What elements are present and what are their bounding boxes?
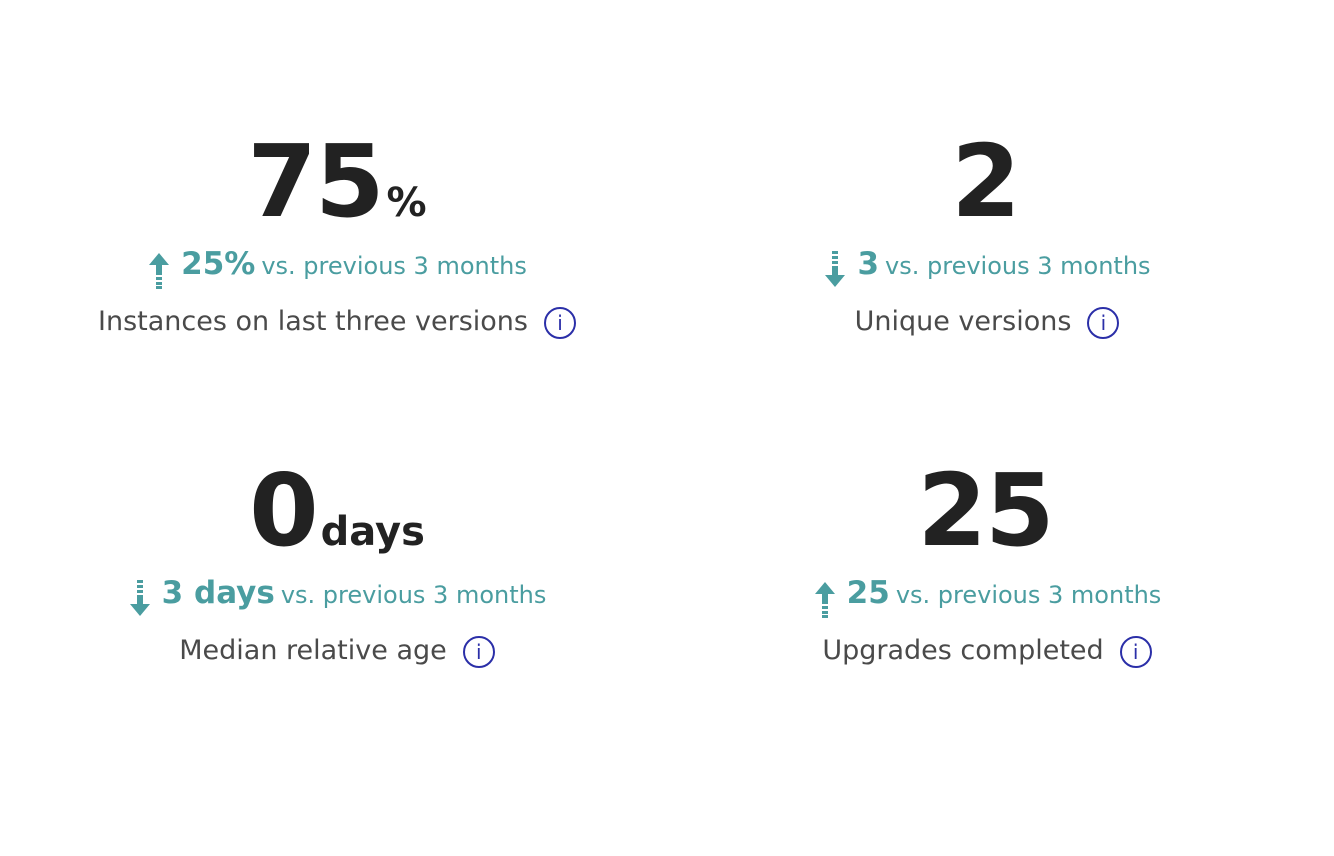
arrow-up-icon bbox=[149, 252, 170, 289]
metric-card-upgrades-completed: 25 25 vs. previous 3 months Upgrades comp… bbox=[667, 457, 1307, 671]
metric-label: Instances on last three versions i bbox=[17, 302, 657, 342]
metric-number: 25 bbox=[917, 452, 1054, 569]
metric-number: 75 bbox=[247, 123, 384, 240]
info-icon[interactable]: i bbox=[1119, 635, 1152, 668]
delta-value: 25 bbox=[846, 575, 890, 611]
metric-label: Upgrades completed i bbox=[667, 631, 1307, 671]
metric-delta: 25 vs. previous 3 months bbox=[667, 573, 1307, 618]
metric-unit: % bbox=[386, 180, 427, 226]
arrow-down-icon bbox=[129, 579, 150, 616]
metric-value: 2 bbox=[667, 128, 1307, 236]
metric-label: Unique versions i bbox=[667, 302, 1307, 342]
metric-value: 0 days bbox=[17, 457, 657, 565]
arrow-up-icon bbox=[814, 581, 835, 618]
arrow-down-icon bbox=[825, 250, 846, 287]
metric-label-text: Upgrades completed bbox=[822, 635, 1104, 666]
delta-comparison: vs. previous 3 months bbox=[280, 581, 547, 609]
metric-label-text: Median relative age bbox=[179, 635, 447, 666]
delta-comparison: vs. previous 3 months bbox=[895, 581, 1162, 609]
delta-comparison: vs. previous 3 months bbox=[261, 252, 527, 280]
metric-unit: days bbox=[320, 509, 425, 555]
metric-label-text: Unique versions bbox=[854, 306, 1072, 337]
metric-value: 75% bbox=[17, 128, 657, 236]
metric-number: 2 bbox=[951, 123, 1021, 240]
metric-value: 25 bbox=[667, 457, 1307, 565]
delta-value: 3 bbox=[857, 246, 880, 282]
delta-value: 25% bbox=[181, 246, 256, 282]
metric-card-median-relative-age: 0 days 3 days vs. previous 3 months Median… bbox=[17, 457, 657, 671]
info-icon[interactable]: i bbox=[543, 306, 576, 339]
info-icon[interactable]: i bbox=[1087, 306, 1120, 339]
metric-delta: 3 vs. previous 3 months bbox=[667, 244, 1307, 287]
metric-label: Median relative age i bbox=[17, 631, 657, 671]
metric-card-instances-last-three-versions: 75% 25% vs. previous 3 months Instances o… bbox=[17, 128, 657, 342]
delta-comparison: vs. previous 3 months bbox=[885, 252, 1151, 280]
metric-card-unique-versions: 2 3 vs. previous 3 months Unique versions… bbox=[667, 128, 1307, 342]
metric-delta: 3 days vs. previous 3 months bbox=[17, 573, 657, 616]
metric-number: 0 bbox=[249, 452, 319, 569]
info-icon[interactable]: i bbox=[462, 635, 495, 668]
delta-value: 3 days bbox=[161, 575, 275, 611]
metric-label-text: Instances on last three versions bbox=[98, 306, 528, 337]
metric-delta: 25% vs. previous 3 months bbox=[17, 244, 657, 289]
